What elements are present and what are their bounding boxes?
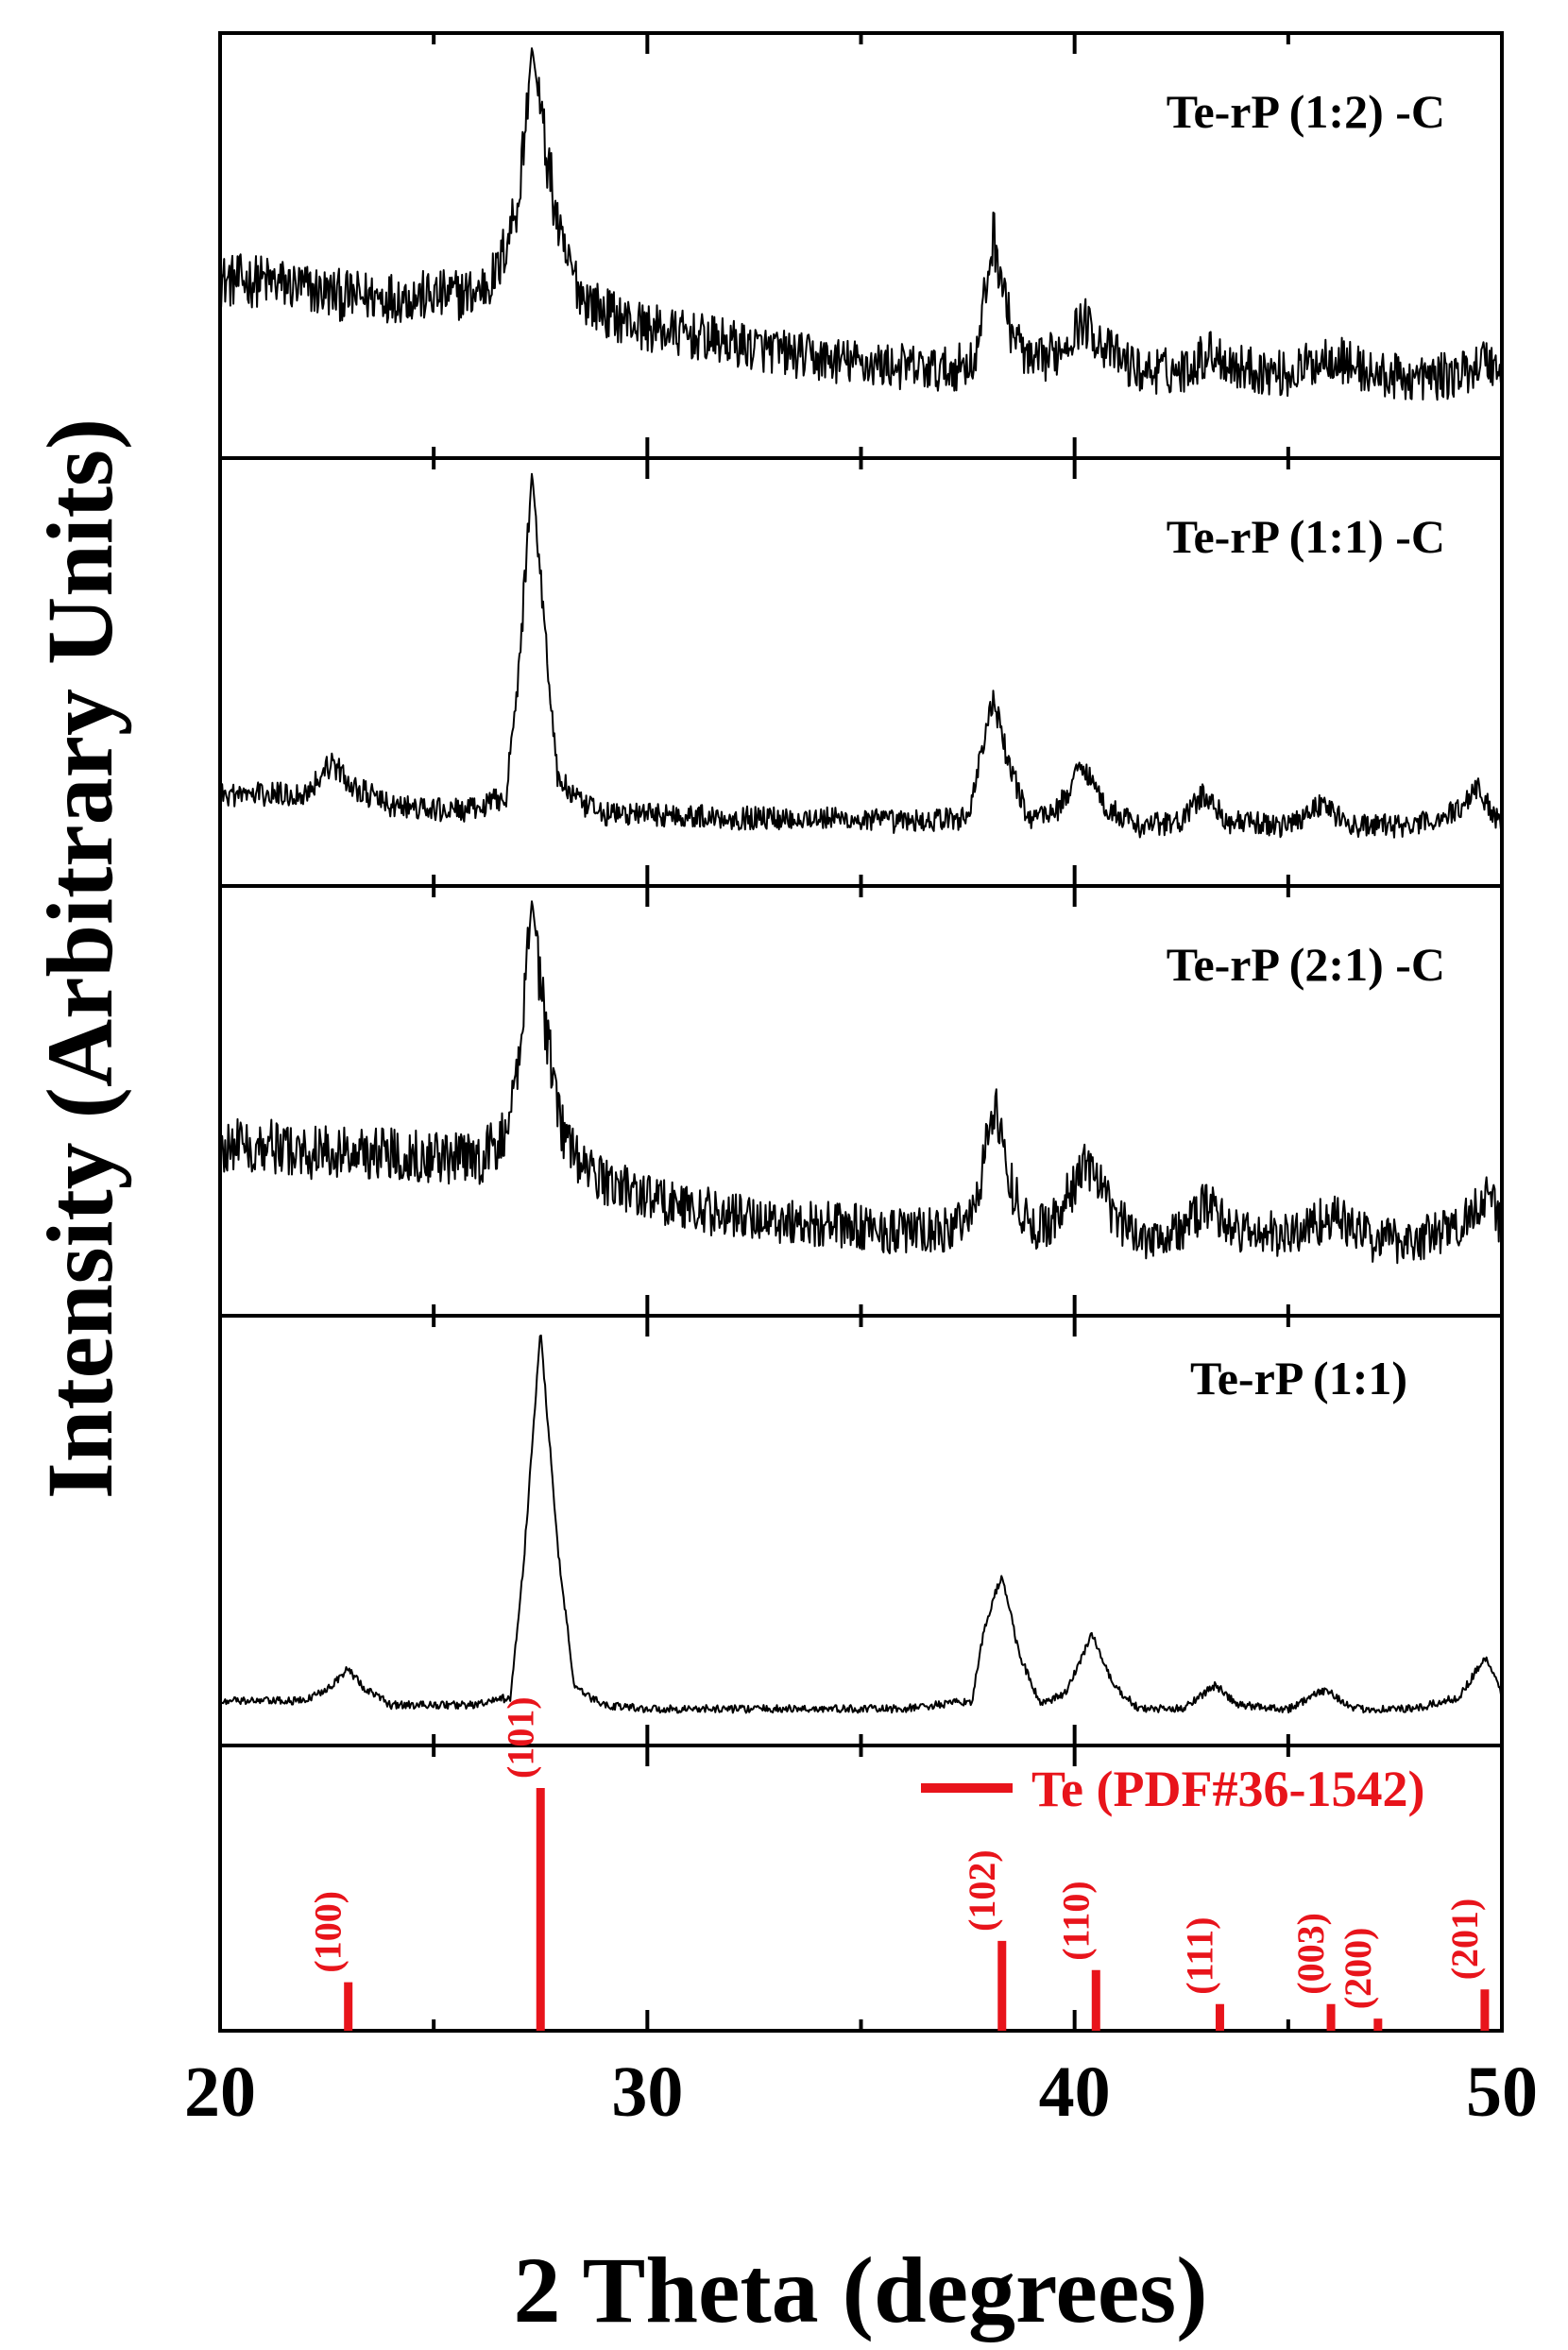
x-axis-label: 2 Theta (degrees) [513, 2238, 1207, 2342]
panel-4: Te-rP (1:1) [218, 1314, 1504, 1747]
peak-label: (110) [1054, 1881, 1097, 1960]
peak-label: (003) [1289, 1913, 1332, 1995]
series-label: Te-rP (2:1) -C [1167, 938, 1445, 991]
series-label: Te-rP (1:1) [1190, 1352, 1407, 1405]
peak-label: (111) [1179, 1916, 1221, 1994]
series-trace [219, 47, 1503, 401]
peak-label: (200) [1337, 1928, 1379, 2010]
peak-label: (102) [961, 1849, 1003, 1932]
peak-label: (100) [307, 1891, 349, 1973]
panels: Te-rP (1:2) -C Te-rP (1:1) -C Te-rP (2:1) … [218, 31, 1504, 1747]
y-axis-label: Intensity (Arbitrary Units) [27, 418, 132, 1499]
legend-label: Te (PDF#36-1542) [1031, 1761, 1424, 1817]
series-trace [219, 1334, 1503, 1714]
x-tick-label: 20 [184, 2052, 256, 2132]
series-label: Te-rP (1:1) -C [1167, 510, 1445, 563]
panel-2: Te-rP (1:1) -C [218, 456, 1504, 888]
series-label: Te-rP (1:2) -C [1167, 85, 1445, 138]
series-trace [219, 900, 1503, 1265]
series-trace [219, 472, 1503, 839]
peak-label: (201) [1443, 1899, 1486, 1981]
reference-panel: (100) (101) (102) (110) (111) (003) (200) (201)… [218, 1696, 1504, 2033]
x-tick-label: 50 [1466, 2052, 1538, 2132]
x-axis: 20 30 40 50 [184, 2052, 1538, 2132]
x-tick-label: 40 [1039, 2052, 1111, 2132]
peak-label: (101) [499, 1696, 541, 1779]
x-tick-label: 30 [611, 2052, 683, 2132]
panel-1: Te-rP (1:2) -C [218, 31, 1504, 460]
panel-3: Te-rP (2:1) -C [218, 884, 1504, 1318]
